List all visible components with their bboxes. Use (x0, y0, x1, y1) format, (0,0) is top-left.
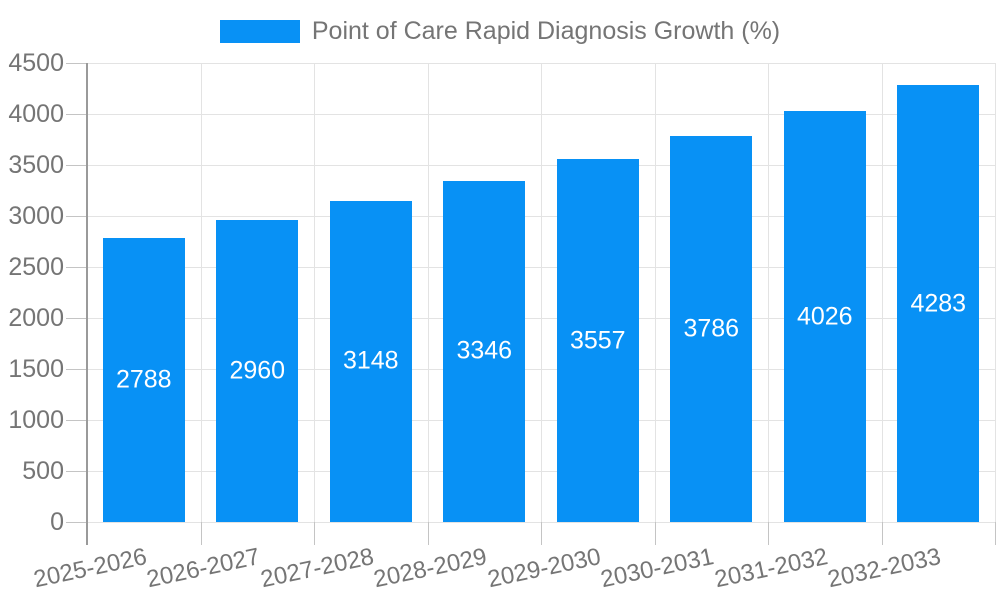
x-axis-tick-label: 2026-2027 (144, 543, 263, 594)
y-axis-tick-label: 3000 (8, 202, 64, 230)
bar-value-label: 3346 (456, 336, 513, 365)
x-axis-tick-label: 2030-2031 (598, 543, 717, 594)
bar-value-label: 3786 (683, 314, 740, 343)
bar (216, 220, 299, 522)
x-axis-tick-label: 2031-2032 (712, 543, 831, 594)
x-axis-tick-label: 2027-2028 (258, 543, 377, 594)
x-axis-tick (200, 522, 202, 545)
y-axis-tick (66, 63, 87, 64)
y-axis-tick (66, 471, 87, 472)
y-axis-tick (66, 216, 87, 217)
y-axis-tick (66, 267, 87, 268)
x-axis-tick (541, 522, 542, 545)
y-axis-tick-label: 2000 (8, 304, 64, 332)
y-axis-tick (66, 420, 87, 421)
bar-value-label: 3148 (342, 346, 399, 375)
bar-value-label: 2960 (229, 356, 286, 385)
x-gridline (314, 63, 315, 522)
bar-value-label: 3557 (569, 326, 626, 355)
legend-label: Point of Care Rapid Diagnosis Growth (%) (311, 17, 781, 45)
x-axis-tick-label: 2028-2029 (371, 543, 490, 594)
y-axis-tick (66, 369, 87, 370)
y-axis-tick-label: 0 (50, 508, 64, 536)
x-axis-tick (314, 522, 315, 545)
y-axis-tick (66, 318, 87, 319)
y-axis-tick-label: 1000 (8, 406, 64, 434)
x-axis-tick (995, 522, 996, 545)
y-axis-tick-label: 3500 (8, 151, 64, 179)
bar-value-label: 4026 (796, 302, 853, 331)
x-gridline (200, 63, 202, 522)
bar-value-label: 2788 (115, 365, 172, 394)
y-axis-tick-label: 4000 (8, 100, 64, 128)
x-gridline (427, 63, 429, 522)
bar (897, 85, 980, 522)
x-axis-tick (654, 522, 656, 545)
x-axis-tick-label: 2029-2030 (485, 543, 604, 594)
y-axis-tick (66, 114, 87, 115)
x-gridline (881, 63, 883, 522)
y-axis-tick (66, 165, 87, 166)
legend-swatch (219, 20, 300, 43)
chart-legend: Point of Care Rapid Diagnosis Growth (%) (0, 19, 1000, 44)
bar (556, 159, 639, 522)
y-axis-tick-label: 500 (22, 457, 64, 485)
bar (670, 135, 753, 522)
x-axis-tick (427, 522, 429, 545)
x-axis-tick (881, 522, 883, 545)
x-gridline (654, 63, 656, 522)
bar (783, 111, 866, 522)
x-gridline (541, 63, 542, 522)
bar (102, 237, 185, 522)
x-gridline (768, 63, 769, 522)
y-axis-tick-label: 4500 (8, 49, 64, 77)
y-axis-line (86, 63, 88, 545)
x-gridline (995, 63, 996, 522)
bar (443, 180, 526, 522)
y-axis-tick (66, 522, 87, 523)
bar (329, 200, 412, 522)
x-axis-tick-label: 2025-2026 (31, 543, 150, 594)
bar-value-label: 4283 (910, 289, 967, 318)
x-axis-tick (768, 522, 769, 545)
x-axis-tick-label: 2032-2033 (825, 543, 944, 594)
y-axis-tick-label: 1500 (8, 355, 64, 383)
y-axis-tick-label: 2500 (8, 253, 64, 281)
